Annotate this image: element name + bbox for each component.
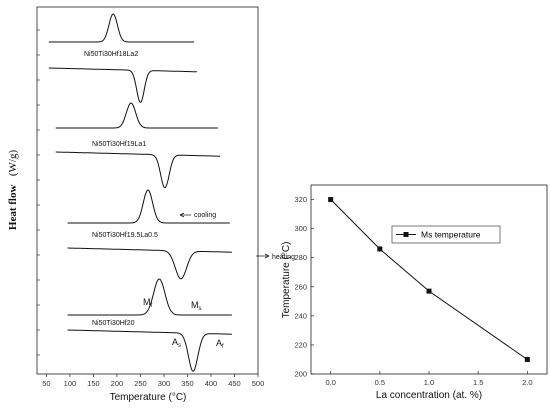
ms-y-tick-label-4: 280 bbox=[294, 253, 307, 262]
ms-y-tick-label-3: 260 bbox=[294, 282, 307, 291]
dsc-x-tick-label-0: 50 bbox=[42, 379, 50, 388]
ms-series bbox=[328, 197, 530, 362]
dsc-x-tick-label-1: 100 bbox=[64, 379, 77, 388]
dsc-curve-5 bbox=[67, 247, 232, 280]
ms-point-2 bbox=[426, 288, 432, 294]
ms-point-1 bbox=[377, 246, 383, 252]
ms-x-tick-label-4: 2.0 bbox=[522, 378, 532, 387]
dsc-x-tick-label-5: 300 bbox=[158, 379, 171, 388]
ms-y-ticks: 200 220 240 260 280 300 320 bbox=[294, 195, 314, 379]
cooling-annotation: cooling bbox=[179, 212, 216, 219]
dsc-y-axis-title: Heat flow (W/g) bbox=[3, 150, 20, 231]
heating-annotation: heating bbox=[256, 253, 295, 261]
ms-x-ticks: 0.0 0.5 1.0 1.5 2.0 bbox=[325, 371, 533, 387]
dsc-x-tick-label-7: 400 bbox=[205, 379, 218, 388]
dsc-y-ticks bbox=[37, 29, 40, 356]
as-label: As bbox=[172, 337, 181, 349]
dsc-sample-label-2: Ni50Ti30Hf19.5La0.5 bbox=[92, 232, 158, 239]
dsc-curve-2 bbox=[55, 102, 218, 129]
ms-x-tick-label-3: 1.5 bbox=[473, 378, 483, 387]
dsc-x-ticks: 50 100 150 200 250 300 350 400 450 500 bbox=[42, 374, 264, 388]
dsc-sample-label-0: Ni50Ti30Hf18La2 bbox=[84, 51, 138, 58]
dsc-curve-1 bbox=[48, 67, 197, 103]
dsc-y-axis-title-main: Heat flow bbox=[7, 185, 19, 231]
dsc-x-tick-label-8: 450 bbox=[228, 379, 241, 388]
ms-point-3 bbox=[524, 356, 530, 362]
dsc-curve-6 bbox=[67, 278, 232, 316]
ms-y-tick-label-6: 320 bbox=[294, 195, 307, 204]
dsc-x-tick-label-6: 350 bbox=[181, 379, 194, 388]
ms-x-tick-label-1: 0.5 bbox=[375, 378, 385, 387]
dsc-x-tick-label-2: 150 bbox=[87, 379, 100, 388]
ms-label: Ms bbox=[191, 300, 202, 312]
ms-y-tick-label-5: 300 bbox=[294, 224, 307, 233]
dsc-curve-0 bbox=[48, 13, 195, 43]
dsc-panel: 50 100 150 200 250 300 350 400 450 500 Ni50Ti30Hf… bbox=[3, 6, 295, 403]
ms-x-axis-title: La concentration (at. %) bbox=[376, 390, 482, 401]
dsc-curve-4 bbox=[67, 189, 230, 224]
ms-legend-marker bbox=[403, 232, 409, 237]
heating-arrow-head bbox=[264, 253, 270, 259]
cooling-arrow-head bbox=[179, 212, 185, 218]
dsc-x-tick-label-3: 200 bbox=[111, 379, 124, 388]
ms-y-axis-title: Temperature (°C) bbox=[281, 242, 292, 319]
ms-y-tick-label-2: 240 bbox=[294, 311, 307, 320]
ms-legend-label: Ms temperature bbox=[421, 230, 481, 240]
ms-x-tick-label-2: 1.0 bbox=[424, 378, 434, 387]
dsc-sample-label-3: Ni50Ti30Hf20 bbox=[92, 320, 135, 327]
mf-label: Mf bbox=[143, 297, 153, 309]
ms-legend-box bbox=[391, 225, 501, 244]
heating-text: heating bbox=[272, 254, 295, 261]
ms-x-tick-label-0: 0.0 bbox=[325, 378, 335, 387]
dsc-curve-7 bbox=[67, 329, 232, 372]
dsc-curve-3 bbox=[55, 151, 221, 189]
dsc-x-tick-label-4: 250 bbox=[134, 379, 147, 388]
dsc-sample-labels: Ni50Ti30Hf18La2 Ni50Ti30Hf19La1 Ni50Ti30Hf… bbox=[84, 51, 158, 327]
dsc-curves bbox=[48, 13, 232, 372]
cooling-text: cooling bbox=[194, 212, 216, 219]
af-label: Af bbox=[216, 338, 224, 350]
dsc-plot-frame bbox=[36, 6, 259, 375]
dsc-sample-label-1: Ni50Ti30Hf19La1 bbox=[92, 141, 146, 148]
ms-y-tick-label-1: 220 bbox=[294, 340, 307, 349]
dsc-x-axis-title: Temperature (°C) bbox=[110, 392, 187, 403]
dsc-x-tick-label-9: 500 bbox=[252, 379, 265, 388]
ms-panel: 0.0 0.5 1.0 1.5 2.0 200 220 240 260 280 300 320 La… bbox=[281, 184, 548, 401]
dsc-y-axis-title-unit: (W/g) bbox=[7, 150, 19, 177]
ms-legend: Ms temperature bbox=[391, 225, 501, 244]
ms-series-line-0 bbox=[330, 199, 528, 360]
ms-point-0 bbox=[328, 197, 334, 203]
ms-y-tick-label-0: 200 bbox=[294, 370, 307, 379]
